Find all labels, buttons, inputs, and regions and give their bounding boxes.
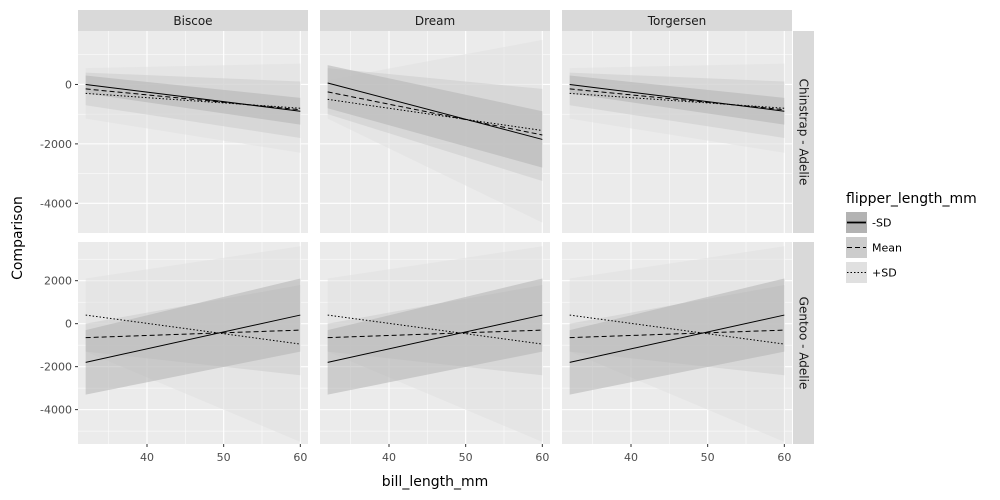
row-strip-label: Chinstrap - Adelie: [797, 79, 811, 186]
x-tick-label: 40: [624, 451, 638, 464]
series-line-plus-sd: [85, 314, 301, 345]
legend: flipper_length_mm -SD Mean +SD: [846, 191, 977, 283]
ribbon-minus-sd: [85, 278, 301, 395]
panel-series: [85, 63, 301, 153]
column-strip-background: [562, 10, 792, 31]
series-line-mean: [327, 91, 543, 136]
panel-series: [569, 63, 785, 153]
column-strip-background: [78, 10, 308, 31]
column-strip-label: Torgersen: [647, 14, 707, 28]
x-tick-label: 60: [535, 451, 549, 464]
y-tick-label: -4000: [40, 404, 72, 417]
panel-gentoo-adelie-biscoe: [78, 242, 308, 444]
y-tick-label: 0: [65, 318, 72, 331]
row-strip-background: [793, 242, 814, 444]
series-line-plus-sd: [569, 314, 785, 345]
row-strip-gentoo-adelie: Gentoo - Adelie: [793, 242, 814, 444]
y-tick-label: -2000: [40, 361, 72, 374]
series-line-mean: [85, 329, 301, 339]
x-tick-label: 40: [382, 451, 396, 464]
y-axis-title: Comparison: [10, 196, 26, 280]
legend-entry-mean: Mean: [846, 237, 902, 258]
x-tick-label: 60: [777, 451, 791, 464]
facet-strips: Biscoe Dream Torgersen Chinstrap - Adelie Ge…: [78, 10, 814, 444]
series-line-minus-sd: [327, 82, 543, 140]
panel-series: [327, 39, 543, 223]
axes: 0 -2000 -4000 2000 0 -2000 -4000 40 50 60 40 50 60 40…: [40, 78, 791, 464]
x-tick-label: 50: [701, 451, 715, 464]
legend-label: +SD: [872, 267, 897, 280]
panel-gentoo-adelie-torgersen: [562, 242, 792, 444]
ribbon-minus-sd: [569, 278, 785, 395]
legend-entry-minus-sd: -SD: [846, 212, 891, 233]
ribbon-minus-sd: [327, 278, 543, 395]
series-line-mean: [327, 329, 543, 339]
panel-chinstrap-adelie-torgersen: [562, 31, 792, 233]
series-line-mean: [569, 329, 785, 339]
x-tick-label: 60: [293, 451, 307, 464]
row-strip-background: [793, 31, 814, 233]
legend-label: Mean: [872, 242, 902, 255]
column-strip-background: [320, 10, 550, 31]
column-strip-label: Biscoe: [173, 14, 212, 28]
ribbon-minus-sd: [85, 75, 301, 125]
series-line-plus-sd: [569, 92, 785, 109]
panel-series: [569, 246, 785, 442]
row-strip-chinstrap-adelie: Chinstrap - Adelie: [793, 31, 814, 233]
series-line-minus-sd: [85, 314, 301, 363]
legend-label: -SD: [872, 217, 891, 230]
x-tick-label: 50: [217, 451, 231, 464]
panel-chinstrap-adelie-dream: [320, 31, 550, 233]
column-strip-biscoe: Biscoe: [78, 10, 308, 31]
column-strip-label: Dream: [415, 14, 455, 28]
legend-entry-plus-sd: +SD: [846, 262, 897, 283]
column-strip-dream: Dream: [320, 10, 550, 31]
x-axis-title: bill_length_mm: [382, 474, 488, 490]
ribbon-minus-sd: [327, 65, 543, 168]
series-line-plus-sd: [327, 98, 543, 132]
row-strip-label: Gentoo - Adelie: [797, 297, 811, 390]
column-strip-torgersen: Torgersen: [562, 10, 792, 31]
panel-series: [327, 246, 543, 442]
panel-gentoo-adelie-dream: [320, 242, 550, 444]
y-tick-label: 2000: [44, 275, 72, 288]
series-line-minus-sd: [327, 314, 543, 363]
series-line-plus-sd: [327, 314, 543, 345]
facet-panels: [78, 31, 792, 444]
ribbon-minus-sd: [569, 75, 785, 125]
y-tick-label: -4000: [40, 197, 72, 210]
x-tick-label: 50: [459, 451, 473, 464]
series-line-minus-sd: [569, 314, 785, 363]
y-tick-label: 0: [65, 78, 72, 91]
legend-title: flipper_length_mm: [846, 191, 977, 207]
panel-series: [85, 246, 301, 442]
legend-key-fill: [846, 262, 867, 283]
y-tick-label: -2000: [40, 138, 72, 151]
x-tick-label: 40: [140, 451, 154, 464]
panel-chinstrap-adelie-biscoe: [78, 31, 308, 233]
series-line-plus-sd: [85, 92, 301, 109]
